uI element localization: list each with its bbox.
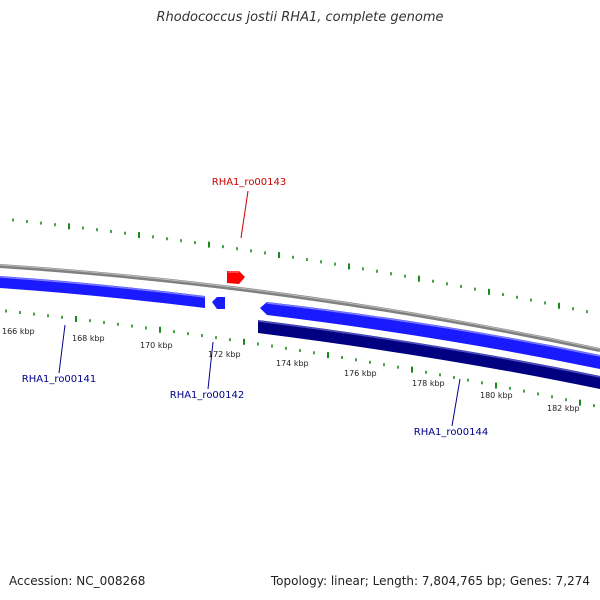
ruler-label: 182 kbp <box>547 404 580 413</box>
topology-summary: Topology: linear; Length: 7,804,765 bp; … <box>270 574 590 588</box>
callout-RHA1_ro00144 <box>451 378 461 427</box>
gene-forward-long[interactable] <box>260 302 600 369</box>
callout-RHA1_ro00141 <box>58 324 66 374</box>
gene-label-RHA1_ro00141[interactable]: RHA1_ro00141 <box>22 374 97 385</box>
genome-backbone-highlight <box>0 264 600 350</box>
gene-label-RHA1_ro00144[interactable]: RHA1_ro00144 <box>414 427 489 438</box>
ruler-label: 174 kbp <box>276 359 309 368</box>
ruler-label: 176 kbp <box>344 369 377 378</box>
ruler-label: 172 kbp <box>208 350 241 359</box>
ruler-label: 168 kbp <box>72 334 105 343</box>
genome-backbone <box>0 264 600 352</box>
ruler-labels: 166 kbp 168 kbp 170 kbp 172 kbp 174 kbp 176 k… <box>2 327 580 413</box>
gene-label-RHA1_ro00143[interactable]: RHA1_ro00143 <box>212 177 287 188</box>
genome-title: Rhodococcus jostii RHA1, complete genome <box>156 10 444 25</box>
ruler-label: 166 kbp <box>2 327 35 336</box>
ruler-label: 170 kbp <box>140 341 173 350</box>
accession-text: Accession: NC_008268 <box>9 574 146 588</box>
gene-RHA1_ro00143[interactable] <box>227 271 245 284</box>
lower-tick-ruler <box>5 309 595 408</box>
gene-RHA1_ro00141[interactable] <box>0 276 206 308</box>
callout-RHA1_ro00142 <box>207 341 214 390</box>
gene-RHA1_ro00144[interactable] <box>257 320 600 389</box>
gene-RHA1_ro00142[interactable] <box>212 297 225 309</box>
upper-tick-ruler <box>12 218 588 314</box>
gene-label-RHA1_ro00142[interactable]: RHA1_ro00142 <box>170 390 245 401</box>
ruler-label: 178 kbp <box>412 379 445 388</box>
callout-RHA1_ro00143 <box>240 190 249 239</box>
ruler-label: 180 kbp <box>480 391 513 400</box>
